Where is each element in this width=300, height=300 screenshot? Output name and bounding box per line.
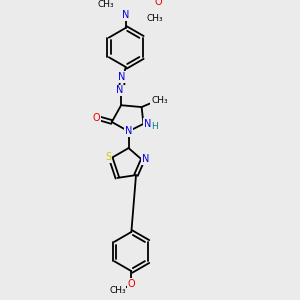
Text: O: O <box>154 0 162 7</box>
Text: H: H <box>151 122 158 131</box>
Text: O: O <box>128 279 135 289</box>
Text: N: N <box>122 10 130 20</box>
Text: CH₃: CH₃ <box>146 14 163 23</box>
Text: N: N <box>116 85 124 95</box>
Text: CH₃: CH₃ <box>109 286 126 295</box>
Text: N: N <box>143 119 151 129</box>
Text: O: O <box>92 113 100 123</box>
Text: N: N <box>142 154 149 164</box>
Text: N: N <box>118 72 126 82</box>
Text: S: S <box>105 152 111 162</box>
Text: N: N <box>125 126 132 136</box>
Text: CH₃: CH₃ <box>151 96 168 105</box>
Text: CH₃: CH₃ <box>98 0 115 9</box>
